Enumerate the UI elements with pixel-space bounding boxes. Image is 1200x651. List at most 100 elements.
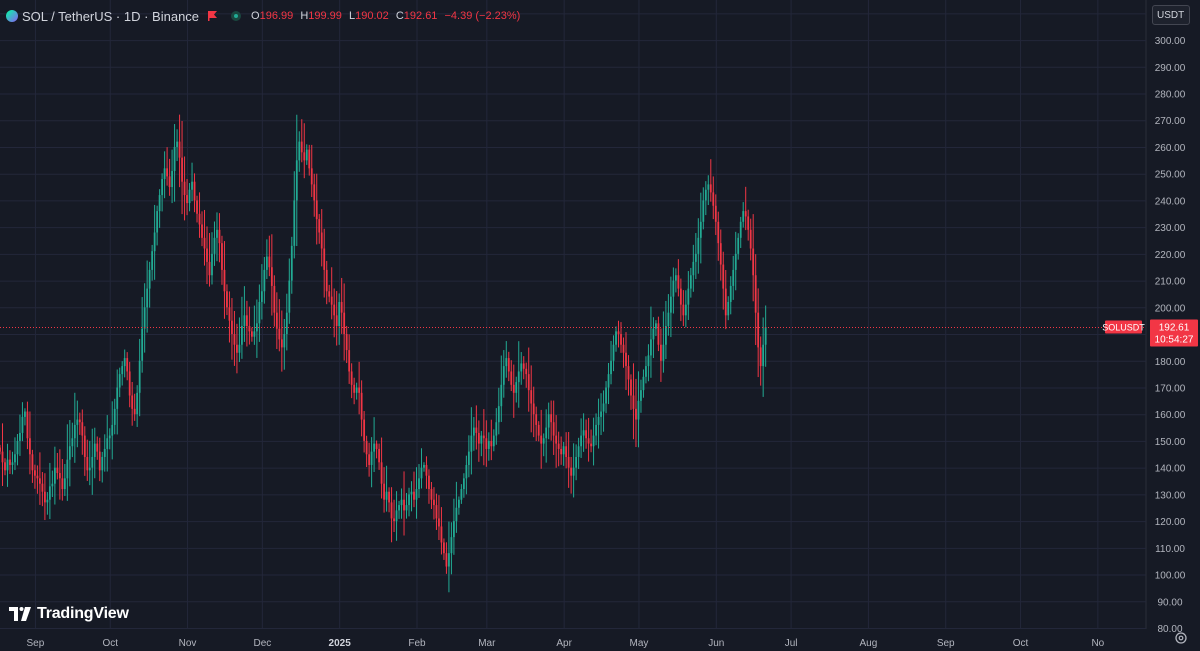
candle-body xyxy=(14,454,16,463)
candle-body xyxy=(480,435,483,444)
candle-body xyxy=(482,435,485,439)
candle-body xyxy=(350,371,353,385)
candle-body xyxy=(627,366,630,380)
candle-body xyxy=(96,443,99,452)
candle-body xyxy=(136,392,139,415)
candle-body xyxy=(550,414,553,423)
x-tick-label: Nov xyxy=(179,638,197,649)
tradingview-logo[interactable]: TradingView xyxy=(9,603,129,625)
candle-body xyxy=(597,416,600,425)
candle-body xyxy=(88,467,91,471)
candle-body xyxy=(19,432,21,441)
high-value: 199.99 xyxy=(308,10,342,22)
candle-body xyxy=(48,486,51,500)
candle-body xyxy=(330,296,333,305)
candle-body xyxy=(116,387,119,409)
y-tick-label: 260.00 xyxy=(1155,143,1186,154)
candle-body xyxy=(73,424,76,439)
candle-body xyxy=(363,419,366,441)
x-tick-label: Dec xyxy=(253,638,271,649)
candle-body xyxy=(68,446,71,460)
candle-body xyxy=(465,464,468,479)
candle-body xyxy=(43,491,46,503)
candle-body xyxy=(433,499,435,506)
candle-body xyxy=(280,339,283,348)
candle-body xyxy=(21,416,24,433)
x-tick-label: No xyxy=(1091,638,1104,649)
candle-body xyxy=(430,489,433,500)
candle-body xyxy=(660,344,662,361)
currency-select[interactable]: USDT xyxy=(1152,5,1190,25)
candle-body xyxy=(757,312,760,348)
solana-logo-icon xyxy=(6,10,18,22)
candle-body xyxy=(203,237,206,249)
candle-body xyxy=(470,435,473,452)
candle-body xyxy=(759,347,762,367)
symbol-title[interactable]: SOL / TetherUS · 1D · Binance xyxy=(22,8,200,24)
candle-body xyxy=(547,414,550,428)
candle-body xyxy=(517,371,520,383)
candle-body xyxy=(71,438,74,447)
candle-body xyxy=(572,467,575,476)
candle-body xyxy=(472,427,475,436)
close-key: C xyxy=(395,10,404,22)
candle-body xyxy=(183,181,186,196)
candle-body xyxy=(186,195,188,204)
currency-label: USDT xyxy=(1157,9,1185,21)
candle-body xyxy=(380,462,383,484)
chevron-down-icon xyxy=(1184,14,1185,16)
settings-icon[interactable] xyxy=(1174,631,1188,645)
candle-body xyxy=(717,221,720,244)
candle-body xyxy=(413,491,415,500)
candle-body xyxy=(607,374,610,388)
candle-body xyxy=(477,432,480,444)
candle-body xyxy=(340,301,343,313)
y-tick-label: 140.00 xyxy=(1155,464,1186,475)
candle-body xyxy=(580,435,583,447)
candle-body xyxy=(617,331,620,335)
candle-body xyxy=(153,232,156,252)
candle-body xyxy=(228,307,231,321)
candle-body xyxy=(118,374,121,388)
open-value: 196.99 xyxy=(259,10,294,22)
candle-body xyxy=(270,267,273,286)
candle-body xyxy=(51,483,54,487)
candle-body xyxy=(26,411,29,439)
candle-body xyxy=(360,392,363,420)
x-tick-label: Oct xyxy=(1013,638,1029,649)
candle-body xyxy=(510,371,513,385)
y-tick-label: 250.00 xyxy=(1155,170,1186,181)
candle-body xyxy=(542,438,545,444)
candle-body xyxy=(208,261,211,276)
candle-body xyxy=(687,288,690,305)
candle-body xyxy=(742,211,745,222)
candle-body xyxy=(667,312,670,327)
candle-body xyxy=(198,213,201,225)
candle-body xyxy=(248,326,251,332)
candle-body xyxy=(171,171,173,188)
candle-body xyxy=(31,454,34,471)
candle-body xyxy=(622,344,625,353)
candle-body xyxy=(24,411,26,417)
candle-body xyxy=(625,352,627,367)
flag-icon[interactable] xyxy=(207,10,219,22)
candle-body xyxy=(694,253,697,262)
candle-body xyxy=(275,312,278,329)
candle-body xyxy=(650,339,652,356)
candle-body xyxy=(56,467,59,473)
candle-body xyxy=(0,447,1,452)
symbol-tag xyxy=(1105,320,1142,334)
y-tick-label: 80.00 xyxy=(1157,624,1182,635)
candle-body xyxy=(492,435,495,447)
y-tick-label: 300.00 xyxy=(1155,36,1186,47)
candle-body xyxy=(727,301,730,316)
candle-body xyxy=(737,237,740,254)
candle-body xyxy=(223,269,226,292)
candle-body xyxy=(345,334,348,351)
candle-body xyxy=(455,507,458,522)
candle-body xyxy=(173,146,176,172)
y-tick-label: 200.00 xyxy=(1155,303,1186,314)
candle-body xyxy=(425,464,428,476)
candle-body xyxy=(714,205,717,222)
